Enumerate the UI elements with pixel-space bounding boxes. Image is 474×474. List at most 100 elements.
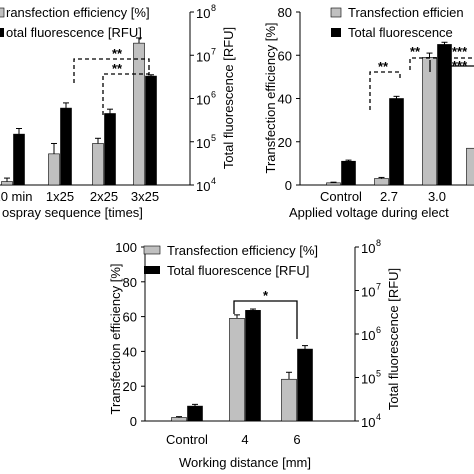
- panel-c-category-label-0: Control: [166, 432, 208, 447]
- panel-c-y-label: Transfection efficiency [%]: [108, 263, 123, 414]
- panel-b-bracket-2: [409, 57, 474, 70]
- panel-c-y2-tick-label-1: 10: [361, 372, 375, 387]
- panel-c-legend: Transfection efficiency [%] Total fluore…: [143, 243, 318, 278]
- panel-b-bar-0-3: [466, 147, 474, 186]
- panel-c-legend-swatch-efficiency: [143, 245, 161, 255]
- panel-a-y2-tick-label-3: 10: [196, 49, 210, 64]
- panel-b-sig-label-4: ***: [452, 58, 468, 73]
- panel-a-bar-1-2: [104, 113, 116, 186]
- panel-a-legend-label-efficiency: ransfection efficiency [%]: [6, 5, 150, 20]
- panel-b-bar-1-1: [389, 98, 404, 186]
- panel-b-sig-label-2: **: [410, 44, 421, 59]
- panel-b-category-label-0: Control: [320, 189, 362, 204]
- panel-a-y2-label: Total fluorescence [RFU]: [221, 27, 236, 169]
- panel-b-sig-label-1: **: [378, 59, 389, 74]
- panel-a-y2-tick-exponent-4: 8: [211, 3, 216, 13]
- panel-a-legend-swatch-fluorescence: [0, 28, 4, 37]
- panel-c-y-tick-label-2: 40: [123, 344, 137, 359]
- panel-b: Control 2.7 3.0 0 20 40 60 80 Transfection effi…: [263, 5, 474, 220]
- panel-a-category-label-0: 10 min: [0, 189, 33, 204]
- panel-b-bar-1-0: [341, 160, 356, 186]
- panel-a-legend-label-fluorescence: otal fluorescence [RFU]: [6, 25, 142, 40]
- panel-b-x-label: Applied voltage during elect: [289, 205, 449, 220]
- panel-a-y2-tick-exponent-3: 7: [211, 46, 216, 56]
- panel-a-bar-1-3: [145, 75, 157, 186]
- panel-c-category-label-1: 4: [241, 432, 248, 447]
- panel-a-y2-tick-exponent-0: 4: [211, 176, 216, 186]
- panel-a-y2-tick-label-0: 10: [196, 179, 210, 194]
- panel-c-legend-label-fluorescence: Total fluorescence [RFU]: [167, 263, 309, 278]
- panel-a-bar-0-3: [133, 42, 145, 186]
- panel-a-x-label: ospray sequence [times]: [2, 205, 143, 220]
- panel-b-y-tick-label-2: 40: [278, 92, 292, 107]
- panel-b-legend-swatch-fluorescence: [331, 28, 341, 37]
- panel-b-legend-label-fluorescence: Total fluorescence: [348, 25, 453, 40]
- panel-c-y-tick-label-3: 60: [123, 310, 137, 325]
- panel-b-y-tick-label-1: 20: [278, 135, 292, 150]
- panel-c-bar-0-0: [171, 417, 187, 422]
- panel-a-y2-tick-exponent-2: 6: [211, 90, 216, 100]
- panel-c-y-tick-label-5: 100: [115, 240, 137, 255]
- panel-b-y-label: Transfection efficiency [%]: [263, 22, 278, 173]
- panel-c-y2-label: Total fluorescence [RFU]: [386, 268, 401, 410]
- panel-b-bar-0-1: [374, 178, 389, 186]
- panel-c-bracket: [233, 300, 298, 339]
- panel-c-bar-1-0: [187, 405, 203, 422]
- panel-c-y2-tick-exponent-0: 4: [376, 412, 381, 422]
- panel-c-significance: [233, 300, 298, 339]
- panel-c-y2-tick-label-2: 10: [361, 328, 375, 343]
- panel-a-legend-swatch-efficiency: [0, 7, 5, 18]
- panel-b-significance: [369, 57, 474, 110]
- panel-c-y-tick-label-1: 20: [123, 379, 137, 394]
- panel-c-y-tick-label-0: 0: [130, 414, 137, 429]
- panel-b-y-tick-label-0: 0: [285, 178, 292, 193]
- panel-b-legend-swatch-efficiency: [330, 7, 342, 18]
- panel-a-bar-1-1: [60, 107, 72, 186]
- panel-b-legend: Transfection efficien Total fluorescence: [330, 5, 464, 40]
- panel-a-bracket-lower: [102, 69, 150, 115]
- panel-c-y2-tick-exponent-1: 5: [376, 369, 381, 379]
- panel-c-legend-label-efficiency: Transfection efficiency [%]: [167, 243, 318, 258]
- panel-c-bar-1-2: [297, 348, 313, 422]
- panel-a-sig-label-1: **: [112, 46, 123, 61]
- panel-a-bar-0-2: [92, 143, 104, 186]
- panel-a-significance: [73, 58, 150, 115]
- panel-c-bar-0-1: [229, 318, 245, 422]
- panel-c-legend-swatch-fluorescence: [144, 266, 160, 274]
- panel-b-bar-0-0: [326, 182, 341, 186]
- panel-b-y-tick-label-3: 60: [278, 48, 292, 63]
- panel-a-y2-tick-label-1: 10: [196, 136, 210, 151]
- panel-b-bracket-4: [439, 65, 474, 68]
- panel-c-y2-tick-exponent-2: 6: [376, 325, 381, 335]
- panel-a-y2-tick-label-2: 10: [196, 93, 210, 108]
- panel-b-y-tick-label-4: 80: [278, 5, 292, 20]
- panel-b-category-label-1: 2.7: [380, 189, 398, 204]
- panel-c-sig-label: *: [263, 288, 269, 303]
- panel-c-y2-tick-label-3: 10: [361, 285, 375, 300]
- panel-a-bar-0-1: [48, 153, 60, 186]
- panel-b-sig-label-3: ***: [452, 44, 468, 59]
- panel-b-category-label-2: 3.0: [428, 189, 446, 204]
- panel-a-y2-tick-label-4: 10: [196, 6, 210, 21]
- panel-a-category-label-2: 2x25: [90, 189, 118, 204]
- panel-c-y2-tick-exponent-4: 8: [376, 238, 381, 248]
- panel-c-y2-tick-exponent-3: 7: [376, 282, 381, 292]
- panel-b-bar-0-2: [422, 57, 437, 186]
- panel-c-x-label: Working distance [mm]: [179, 455, 311, 470]
- panel-a-category-label-3: 3x25: [131, 189, 159, 204]
- panel-c-bar-1-1: [245, 310, 261, 422]
- panel-a-y2-tick-exponent-1: 5: [211, 133, 216, 143]
- panel-c-bar-0-2: [281, 378, 297, 422]
- panel-b-legend-label-efficiency: Transfection efficien: [348, 5, 464, 20]
- panel-b-bracket-1: [369, 71, 401, 110]
- panel-c-y-tick-label-4: 80: [123, 275, 137, 290]
- panel-a-bar-1-0: [13, 133, 25, 186]
- panel-c-y2-tick-label-0: 10: [361, 415, 375, 430]
- panel-a-sig-label-2: **: [112, 61, 123, 76]
- panel-a-bracket-upper: [73, 58, 150, 83]
- panel-c-category-label-2: 6: [293, 432, 300, 447]
- panel-c-y2-tick-label-4: 10: [361, 241, 375, 256]
